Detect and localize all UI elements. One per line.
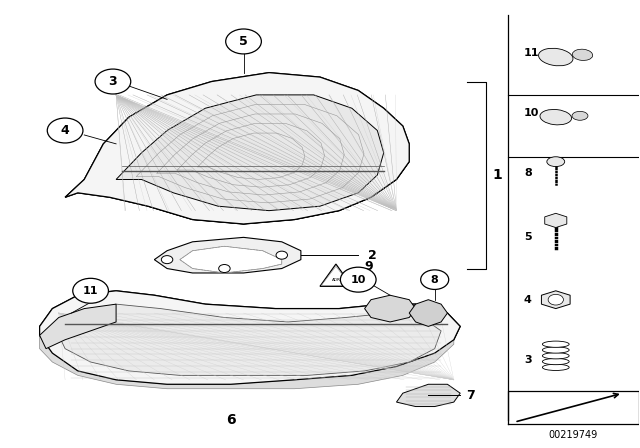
Polygon shape: [180, 246, 282, 273]
Ellipse shape: [572, 112, 588, 120]
Text: 3: 3: [109, 75, 117, 88]
Ellipse shape: [542, 353, 569, 359]
Circle shape: [161, 256, 173, 263]
Polygon shape: [154, 237, 301, 273]
Ellipse shape: [542, 341, 569, 347]
Ellipse shape: [540, 109, 572, 125]
Text: 00219749: 00219749: [548, 431, 598, 440]
Circle shape: [548, 294, 563, 305]
Polygon shape: [65, 73, 409, 224]
Text: 4: 4: [524, 295, 532, 305]
Text: 2: 2: [368, 249, 376, 262]
Polygon shape: [40, 304, 116, 349]
Ellipse shape: [572, 49, 593, 60]
Ellipse shape: [542, 347, 569, 353]
Circle shape: [276, 251, 287, 259]
Text: 5: 5: [239, 35, 248, 48]
Circle shape: [219, 264, 230, 272]
Polygon shape: [545, 213, 567, 228]
Polygon shape: [65, 144, 409, 224]
Ellipse shape: [547, 157, 564, 167]
Circle shape: [47, 118, 83, 143]
Text: 1: 1: [492, 168, 502, 182]
Ellipse shape: [542, 364, 569, 370]
Polygon shape: [65, 73, 409, 224]
Text: 8: 8: [431, 275, 438, 284]
Polygon shape: [116, 95, 384, 211]
Text: 5: 5: [524, 233, 532, 242]
Circle shape: [340, 267, 376, 292]
Ellipse shape: [538, 48, 573, 66]
Text: 9: 9: [365, 260, 373, 273]
Text: 3: 3: [524, 355, 532, 365]
Text: 8: 8: [524, 168, 532, 178]
Text: 7: 7: [467, 389, 476, 402]
Polygon shape: [396, 384, 460, 406]
Text: 11: 11: [524, 47, 540, 58]
Text: 4: 4: [61, 124, 70, 137]
Polygon shape: [320, 264, 352, 286]
Text: 10: 10: [351, 275, 366, 284]
Polygon shape: [365, 295, 415, 322]
Circle shape: [420, 270, 449, 289]
Polygon shape: [541, 291, 570, 309]
Polygon shape: [40, 291, 460, 384]
Polygon shape: [409, 300, 447, 327]
Ellipse shape: [542, 358, 569, 365]
Circle shape: [73, 278, 108, 303]
Text: 6: 6: [226, 413, 236, 427]
Text: ADR: ADR: [332, 278, 340, 282]
Text: 10: 10: [524, 108, 540, 118]
Circle shape: [95, 69, 131, 94]
Circle shape: [226, 29, 261, 54]
Polygon shape: [59, 304, 441, 375]
Polygon shape: [40, 291, 460, 384]
Polygon shape: [40, 335, 454, 389]
Text: 11: 11: [83, 286, 99, 296]
